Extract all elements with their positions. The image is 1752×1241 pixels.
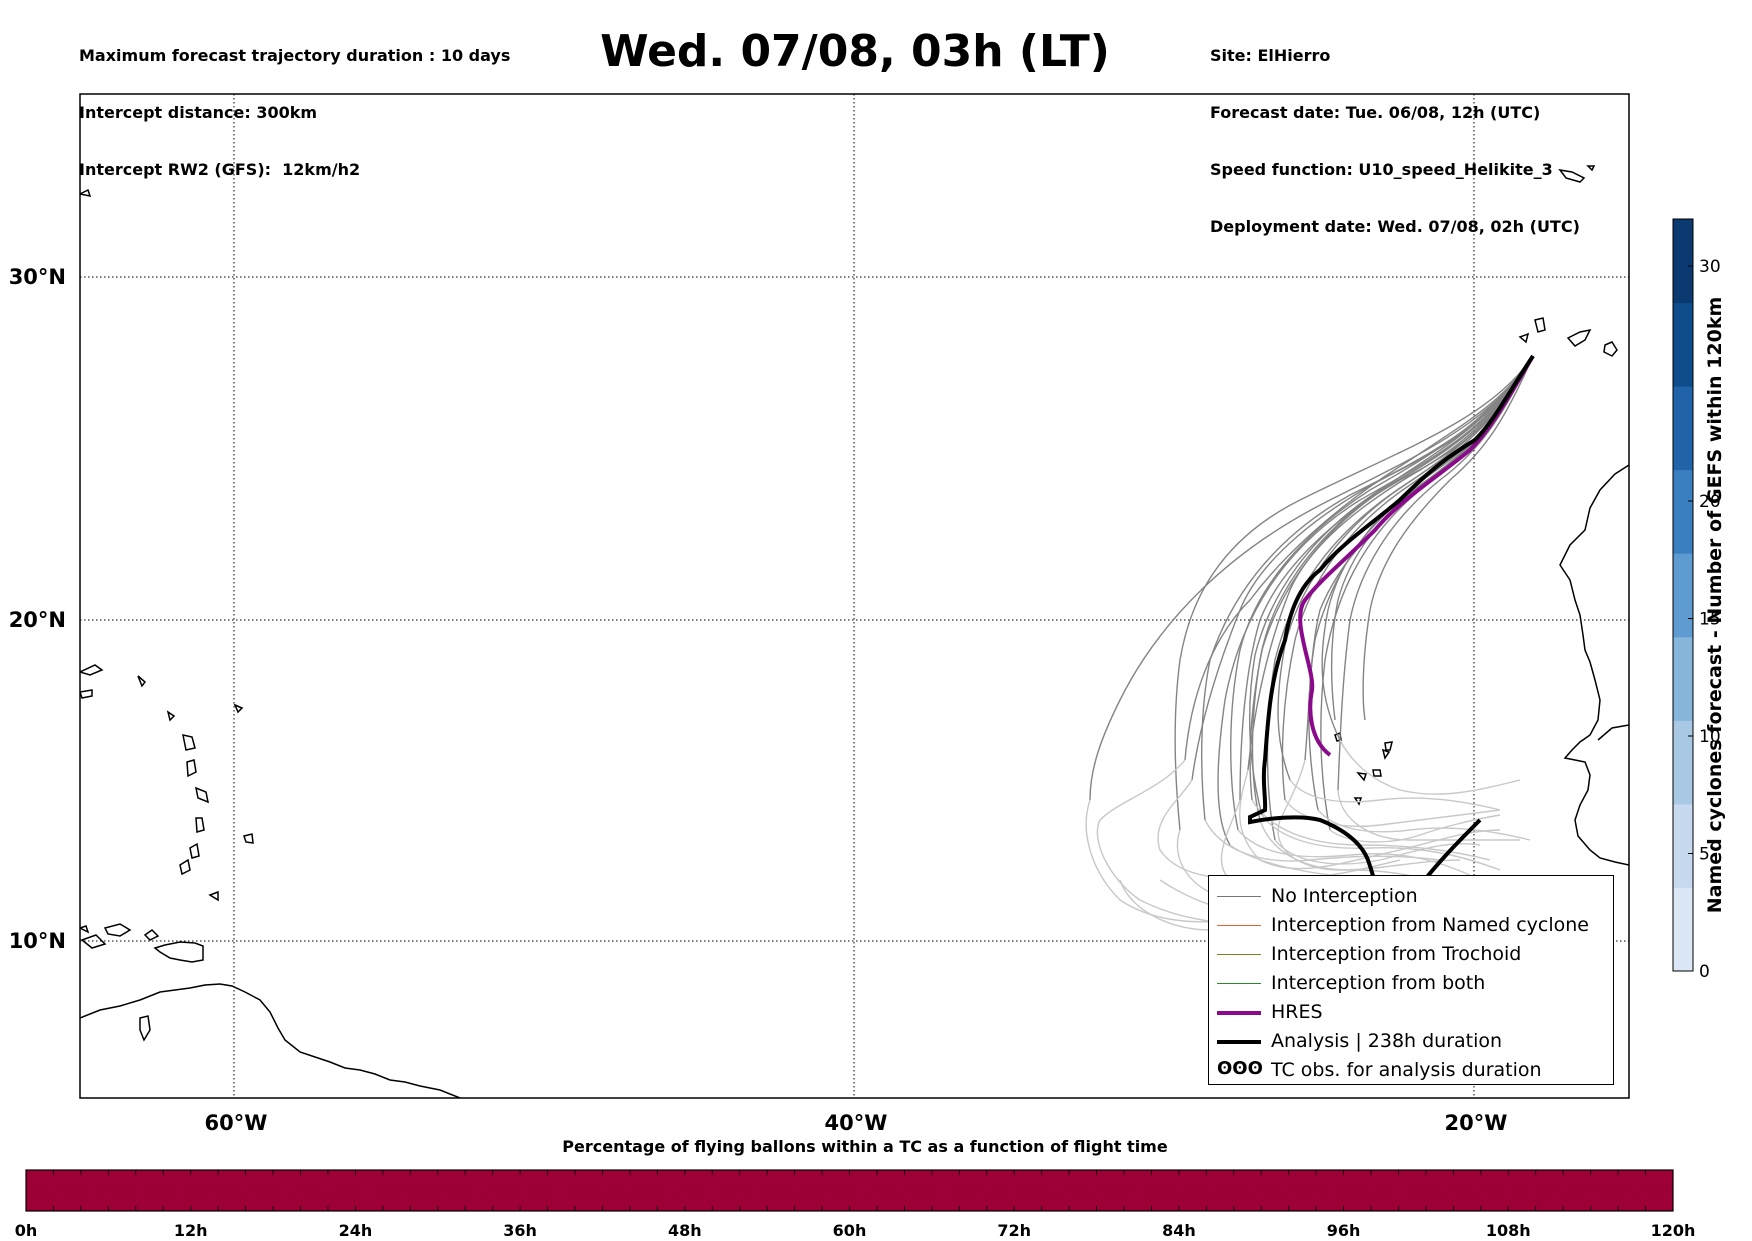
bar-tick-label: 48h <box>668 1221 702 1240</box>
bar-tick-label: 84h <box>1162 1221 1196 1240</box>
legend-label: Analysis | 238h duration <box>1271 1030 1503 1052</box>
cyclone-count-colorbar: 0 5 10 15 20 30 <box>1672 218 1721 982</box>
lon-label-20w: 20°W <box>1445 1111 1508 1135</box>
trajectories-no-interception <box>1089 355 1534 846</box>
lon-label-60w: 60°W <box>205 1111 268 1135</box>
legend-label: No Interception <box>1271 885 1418 907</box>
analysis-trajectory <box>1248 354 1535 921</box>
legend-item: Interception from Named cyclone <box>1209 913 1613 939</box>
legend-swatch <box>1217 896 1261 898</box>
legend-swatch <box>1217 1011 1261 1015</box>
percentage-bar-title: Percentage of flying ballons within a TC… <box>562 1137 1168 1156</box>
site-text: Site: ElHierro <box>1210 46 1331 65</box>
legend-label: TC obs. for analysis duration <box>1271 1059 1542 1081</box>
colorbar-tick-label: 10 <box>1699 727 1721 747</box>
coastlines <box>80 165 1629 1098</box>
cyclone-symbol-icon: ʘʘʘ <box>1217 1058 1263 1079</box>
bar-tick-label: 24h <box>339 1221 373 1240</box>
legend-item: Analysis | 238h duration <box>1209 1029 1613 1055</box>
lat-label-30n: 30°N <box>9 265 66 289</box>
legend-item: ʘʘʘ TC obs. for analysis duration <box>1209 1058 1613 1084</box>
lat-label-10n: 10°N <box>9 929 66 953</box>
legend-swatch <box>1217 1040 1261 1044</box>
intercept-distance-text: Intercept distance: 300km <box>79 103 318 122</box>
map-frame <box>79 93 1630 1099</box>
colorbar-cell <box>1673 469 1693 554</box>
colorbar-cell <box>1673 720 1693 805</box>
max-duration-text: Maximum forecast trajectory duration : 1… <box>79 46 511 65</box>
colorbar-cell <box>1673 887 1693 972</box>
bar-tick-label: 0h <box>15 1221 38 1240</box>
legend-item: Interception from both <box>1209 971 1613 997</box>
legend-swatch <box>1217 983 1261 985</box>
colorbar-tick-label: 20 <box>1699 492 1721 512</box>
header-info-left: Maximum forecast trajectory duration : 1… <box>79 8 510 198</box>
colorbar-cell <box>1673 219 1693 304</box>
colorbar-cell <box>1673 803 1693 888</box>
legend-label: Interception from Named cyclone <box>1271 914 1589 936</box>
colorbar-cell <box>1673 386 1693 471</box>
legend-item: No Interception <box>1209 884 1613 910</box>
legend-swatch <box>1217 954 1261 956</box>
intercept-rw2-text: Intercept RW2 (GFS): 12km/h2 <box>79 160 361 179</box>
colorbar-cell <box>1673 302 1693 387</box>
bar-tick-label: 36h <box>503 1221 537 1240</box>
speed-function-text: Speed function: U10_speed_Helikite_3 <box>1210 160 1553 179</box>
tc-percentage-bar: 0h 12h 24h 36h 48h 60h 72h 84h 96h 108h 120h <box>15 1169 1696 1240</box>
bar-tick-label: 96h <box>1327 1221 1361 1240</box>
bar-tick-label: 60h <box>833 1221 867 1240</box>
lat-label-20n: 20°N <box>9 608 66 632</box>
colorbar-tick-label: 5 <box>1699 845 1710 865</box>
colorbar-cell <box>1673 636 1693 721</box>
legend-item: HRES <box>1209 1000 1613 1026</box>
colorbar-cell <box>1673 553 1693 638</box>
hres-trajectory <box>1298 354 1535 757</box>
bar-tick-label: 12h <box>174 1221 208 1240</box>
bar-tick-label: 108h <box>1486 1221 1531 1240</box>
legend-label: Interception from both <box>1271 972 1486 994</box>
bar-tick-label: 120h <box>1651 1221 1696 1240</box>
deployment-date-text: Deployment date: Wed. 07/08, 02h (UTC) <box>1210 217 1580 236</box>
lon-label-40w: 40°W <box>825 1111 888 1135</box>
colorbar-tick-label: 15 <box>1699 610 1721 630</box>
header-info-right: Site: ElHierro Forecast date: Tue. 06/08… <box>1210 8 1580 255</box>
legend-label: Interception from Trochoid <box>1271 943 1522 965</box>
colorbar-label: Named cyclones forecast - Number of GEFS… <box>1704 296 1726 914</box>
page-title: Wed. 07/08, 03h (LT) <box>600 26 1110 77</box>
map-legend: No Interception Interception from Named c… <box>1208 875 1614 1085</box>
colorbar-tick-label: 30 <box>1699 257 1721 277</box>
legend-item: Interception from Trochoid <box>1209 942 1613 968</box>
legend-label: HRES <box>1271 1001 1323 1023</box>
bar-tick-label: 72h <box>997 1221 1031 1240</box>
forecast-date-text: Forecast date: Tue. 06/08, 12h (UTC) <box>1210 103 1541 122</box>
colorbar-tick-label: 0 <box>1699 962 1710 982</box>
legend-swatch <box>1217 925 1261 927</box>
